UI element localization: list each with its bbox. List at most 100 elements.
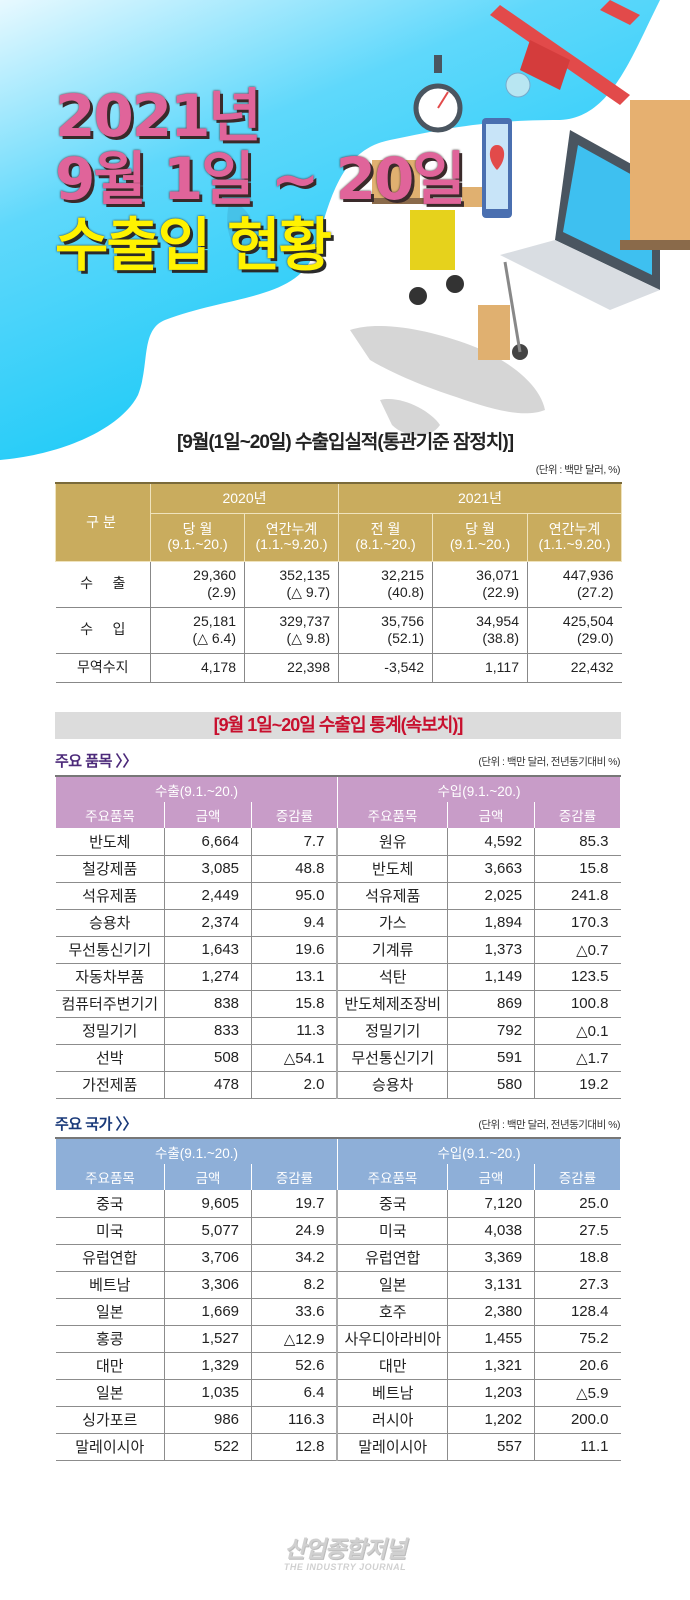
box-icon: [462, 187, 482, 207]
cell: 35,756 (52.1): [338, 607, 433, 654]
import-item-name: 반도체제조장비: [336, 990, 448, 1018]
import-change: △5.9: [534, 1379, 621, 1407]
cell: 1,117: [432, 653, 528, 683]
hero-background-illustration: [0, 0, 690, 480]
import-change: 200.0: [534, 1406, 621, 1434]
export-change: 13.1: [251, 963, 338, 991]
import-item-name: 베트남: [336, 1379, 448, 1407]
export-item-name: 자동차부품: [55, 963, 165, 991]
cartons-icon: [620, 100, 690, 250]
export-change: 19.6: [251, 936, 338, 964]
export-amount: 508: [164, 1044, 252, 1072]
table-row: 선박 508 △54.1 무선통신기기 591 △1.7: [55, 1044, 621, 1072]
import-change: 25.0: [534, 1190, 621, 1218]
export-change: 33.6: [251, 1298, 338, 1326]
col-amount: 금액: [447, 802, 536, 828]
export-change: 6.4: [251, 1379, 338, 1407]
export-amount: 2,449: [164, 882, 252, 910]
import-item-name: 정밀기기: [336, 1017, 448, 1045]
header-col-2020-ytd: 연간누계 (1.1.~9.20.): [244, 512, 339, 562]
world-map-shape: [227, 200, 545, 436]
table-row: 미국 5,077 24.9 미국 4,038 27.5: [55, 1217, 621, 1245]
cell: 29,360 (2.9): [150, 561, 245, 608]
hand-truck-icon: [478, 261, 528, 360]
table-row: 철강제품 3,085 48.8 반도체 3,663 15.8: [55, 855, 621, 883]
items-import-header: 수입(9.1.~20.): [336, 775, 622, 802]
import-change: 11.1: [534, 1433, 621, 1461]
col-change: 증감률: [534, 1164, 621, 1190]
import-change: 15.8: [534, 855, 621, 883]
table-row: 석유제품 2,449 95.0 석유제품 2,025 241.8: [55, 882, 621, 910]
stats-banner: [9월 1일~20일 수출입 통계(속보치)]: [55, 712, 621, 739]
hero-title-period: 9월 1일 ~ 20일: [55, 144, 466, 213]
row-label: 수 출: [55, 561, 151, 608]
items-export-header: 수출(9.1.~20.): [55, 775, 338, 802]
export-item-name: 반도체: [55, 828, 165, 856]
phone-location-icon: [482, 118, 512, 218]
import-amount: 792: [447, 1017, 535, 1045]
export-amount: 9,605: [164, 1190, 252, 1218]
import-change: 100.8: [534, 990, 621, 1018]
export-item-name: 일본: [55, 1379, 165, 1407]
cell: 4,178: [150, 653, 245, 683]
stopwatch-icon: [413, 55, 463, 133]
export-change: 8.2: [251, 1271, 338, 1299]
export-change: 7.7: [251, 828, 338, 856]
logo-english: THE INDUSTRY JOURNAL: [283, 1562, 407, 1572]
import-change: 128.4: [534, 1298, 621, 1326]
export-amount: 1,329: [164, 1352, 252, 1380]
col-item: 주요품목: [54, 1164, 166, 1190]
export-change: 19.7: [251, 1190, 338, 1218]
export-amount: 986: [164, 1406, 252, 1434]
cell: 25,181 (△ 6.4): [150, 607, 245, 654]
import-change: 20.6: [534, 1352, 621, 1380]
forklift-icon: [372, 160, 464, 305]
hero-title-subject: 수출입 현황: [55, 211, 332, 280]
import-amount: 1,202: [447, 1406, 535, 1434]
table-row-trade-balance: 무역수지 4,178 22,398 -3,542 1,117 22,432: [55, 653, 622, 683]
import-item-name: 중국: [336, 1190, 448, 1218]
import-amount: 7,120: [447, 1190, 535, 1218]
export-change: 9.4: [251, 909, 338, 937]
import-amount: 1,149: [447, 963, 535, 991]
cell: 36,071 (22.9): [432, 561, 528, 608]
cell: -3,542: [338, 653, 433, 683]
export-amount: 2,374: [164, 909, 252, 937]
export-amount: 478: [164, 1071, 252, 1099]
header-col-2021-prev-month: 전 월 (8.1.~20.): [338, 512, 433, 562]
import-amount: 3,663: [447, 855, 535, 883]
export-item-name: 미국: [55, 1217, 165, 1245]
export-item-name: 가전제품: [55, 1071, 165, 1099]
col-amount: 금액: [164, 802, 253, 828]
items-unit-note: (단위 : 백만 달러, 전년동기대비 %): [478, 756, 620, 768]
import-amount: 1,321: [447, 1352, 535, 1380]
table-row: 말레이시아 522 12.8 말레이시아 557 11.1: [55, 1433, 621, 1461]
table-row: 승용차 2,374 9.4 가스 1,894 170.3: [55, 909, 621, 937]
row-label: 수 입: [55, 607, 151, 654]
table-row: 유럽연합 3,706 34.2 유럽연합 3,369 18.8: [55, 1244, 621, 1272]
publisher-logo: 산업종합저널 THE INDUSTRY JOURNAL: [0, 1530, 690, 1572]
cell: 352,135 (△ 9.7): [244, 561, 339, 608]
import-amount: 1,455: [447, 1325, 535, 1353]
import-item-name: 무선통신기기: [336, 1044, 448, 1072]
col-item: 주요품목: [54, 802, 166, 828]
col-change: 증감률: [251, 802, 338, 828]
import-item-name: 말레이시아: [336, 1433, 448, 1461]
export-amount: 5,077: [164, 1217, 252, 1245]
export-amount: 3,706: [164, 1244, 252, 1272]
logo-korean: 산업종합저널: [284, 1536, 407, 1562]
import-item-name: 유럽연합: [336, 1244, 448, 1272]
header-col-2021-month: 당 월 (9.1.~20.): [432, 512, 528, 562]
import-item-name: 미국: [336, 1217, 448, 1245]
table-row-imports: 수 입 25,181 (△ 6.4) 329,737 (△ 9.8) 35,756(…: [55, 607, 622, 654]
summary-title: [9월(1일~20일) 수출입실적(통관기준 잠정치)]: [176, 432, 514, 453]
table-row: 홍콩 1,527 △12.9 사우디아라비아 1,455 75.2: [55, 1325, 621, 1353]
export-change: 2.0: [251, 1071, 338, 1099]
header-category: 구분: [55, 482, 151, 562]
countries-export-header: 수출(9.1.~20.): [55, 1137, 338, 1164]
cell: 22,432: [526, 653, 622, 683]
cell: 22,398: [244, 653, 339, 683]
import-amount: 591: [447, 1044, 535, 1072]
countries-import-header: 수입(9.1.~20.): [336, 1137, 622, 1164]
import-amount: 3,369: [447, 1244, 535, 1272]
